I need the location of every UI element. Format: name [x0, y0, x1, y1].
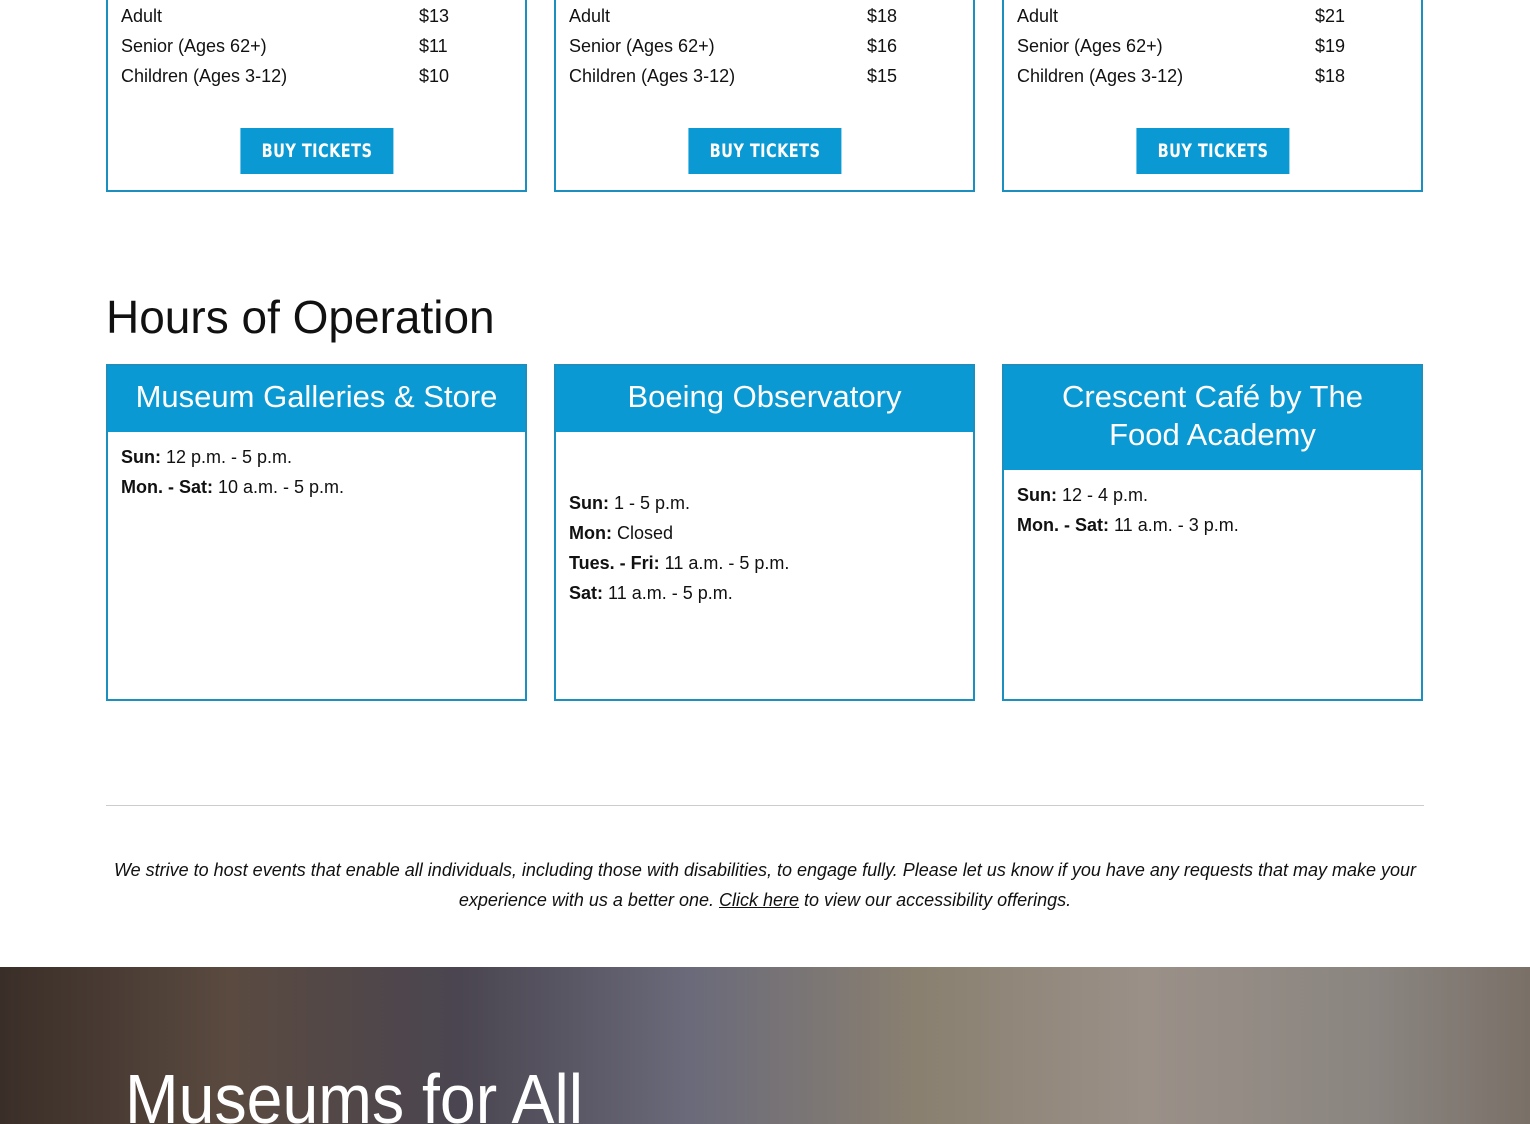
- price-value: $15: [867, 66, 898, 86]
- note-text: We strive to host events that enable all…: [113, 860, 1417, 910]
- price-label: Adult: [569, 6, 611, 26]
- price-value: $19: [1315, 36, 1346, 56]
- hours-day: Mon. - Sat:: [121, 477, 213, 497]
- hours-day: Mon. - Sat:: [1017, 515, 1109, 535]
- hours-line: Mon: Closed: [569, 518, 960, 548]
- price-label: Children (Ages 3-12): [1017, 66, 1184, 86]
- price-row: Children (Ages 3-12) $10: [121, 66, 449, 87]
- hero-title: Museums for All: [125, 1060, 584, 1124]
- hours-day: Sun:: [569, 493, 609, 513]
- note-text-end: to view our accessibility offerings.: [799, 890, 1072, 910]
- hours-card: Crescent Café by The Food Academy Sun: 12…: [1002, 364, 1423, 701]
- hours-time: 12 - 4 p.m.: [1057, 485, 1149, 505]
- price-label: Children (Ages 3-12): [569, 66, 736, 86]
- hours-day: Sun:: [121, 447, 161, 467]
- hours-time: 12 p.m. - 5 p.m.: [161, 447, 293, 467]
- hours-time: 1 - 5 p.m.: [609, 493, 691, 513]
- hours-time: 10 a.m. - 5 p.m.: [213, 477, 345, 497]
- price-label: Senior (Ages 62+): [1017, 36, 1163, 56]
- price-label: Senior (Ages 62+): [569, 36, 715, 56]
- hours-time: 11 a.m. - 3 p.m.: [1109, 515, 1239, 535]
- price-row: Adult $18: [569, 6, 897, 27]
- price-row: Senior (Ages 62+) $11: [121, 36, 448, 57]
- price-value: $16: [867, 36, 898, 56]
- price-value: $10: [419, 66, 450, 86]
- price-label: Senior (Ages 62+): [121, 36, 267, 56]
- hours-time: 11 a.m. - 5 p.m.: [603, 583, 733, 603]
- hours-line: Sat: 11 a.m. - 5 p.m.: [569, 578, 960, 608]
- price-row: Adult $21: [1017, 6, 1345, 27]
- hours-title: Hours of Operation: [106, 291, 495, 343]
- ticket-card: Adult $13 Senior (Ages 62+) $11 Children (Ag…: [106, 0, 527, 192]
- buy-tickets-button[interactable]: BUY TICKETS: [239, 128, 394, 174]
- hours-card-title: Crescent Café by The Food Academy: [1004, 366, 1421, 470]
- hours-line: Mon. - Sat: 10 a.m. - 5 p.m.: [121, 472, 512, 502]
- price-label: Adult: [121, 6, 163, 26]
- hours-day: Sat:: [569, 583, 604, 603]
- price-label: Children (Ages 3-12): [121, 66, 288, 86]
- buy-tickets-button[interactable]: BUY TICKETS: [687, 128, 842, 174]
- price-value: $18: [867, 6, 898, 26]
- hours-time: Closed: [611, 523, 674, 543]
- hours-list: Sun: 12 - 4 p.m. Mon. - Sat: 11 a.m. - 3 …: [1004, 470, 1421, 552]
- hours-line: Sun: 12 p.m. - 5 p.m.: [121, 442, 512, 472]
- price-row: Senior (Ages 62+) $19: [1017, 36, 1345, 57]
- hours-day: Sun:: [1017, 485, 1057, 505]
- hours-day: Mon:: [569, 523, 612, 543]
- price-row: Children (Ages 3-12) $18: [1017, 66, 1345, 87]
- accessibility-note: We strive to host events that enable all…: [106, 855, 1424, 915]
- accessibility-link[interactable]: Click here: [719, 890, 800, 910]
- hours-card-title: Boeing Observatory: [556, 366, 973, 432]
- hours-line: Sun: 12 - 4 p.m.: [1017, 480, 1408, 510]
- hours-card: Boeing Observatory Sun: 1 - 5 p.m. Mon: Cl…: [554, 364, 975, 701]
- hours-day: Tues. - Fri:: [569, 553, 660, 573]
- divider: [106, 805, 1424, 806]
- buy-tickets-button[interactable]: BUY TICKETS: [1135, 128, 1290, 174]
- hours-list: Sun: 1 - 5 p.m. Mon: Closed Tues. - Fri: 1…: [556, 432, 973, 620]
- hours-line: Sun: 1 - 5 p.m.: [569, 488, 960, 518]
- price-value: $21: [1315, 6, 1346, 26]
- hero-banner: Museums for All: [0, 967, 1530, 1124]
- ticket-card: Adult $18 Senior (Ages 62+) $16 Children (Ag…: [554, 0, 975, 192]
- ticket-card: Adult $21 Senior (Ages 62+) $19 Children (Ag…: [1002, 0, 1423, 192]
- price-value: $13: [419, 6, 450, 26]
- hours-list: Sun: 12 p.m. - 5 p.m. Mon. - Sat: 10 a.m.…: [108, 432, 525, 514]
- price-row: Adult $13: [121, 6, 449, 27]
- price-row: Children (Ages 3-12) $15: [569, 66, 897, 87]
- hours-card-title: Museum Galleries & Store: [108, 366, 525, 432]
- price-row: Senior (Ages 62+) $16: [569, 36, 897, 57]
- price-label: Adult: [1017, 6, 1059, 26]
- price-value: $18: [1315, 66, 1346, 86]
- hours-line: Mon. - Sat: 11 a.m. - 3 p.m.: [1017, 510, 1408, 540]
- price-value: $11: [419, 36, 448, 56]
- hours-time: 11 a.m. - 5 p.m.: [659, 553, 790, 573]
- hours-line: Tues. - Fri: 11 a.m. - 5 p.m.: [569, 548, 960, 578]
- hours-card: Museum Galleries & Store Sun: 12 p.m. - 5…: [106, 364, 527, 701]
